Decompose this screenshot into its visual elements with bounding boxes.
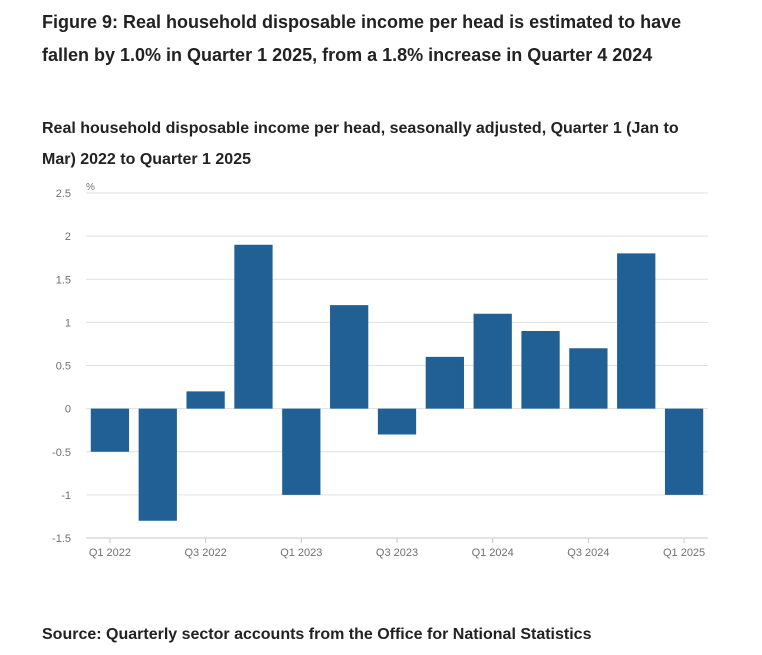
y-tick-label: 1.5 xyxy=(56,274,71,286)
x-tick-label: Q3 2022 xyxy=(185,547,227,559)
bar xyxy=(521,331,560,409)
bar xyxy=(330,305,369,409)
bar xyxy=(138,408,177,521)
y-tick-label: -1.5 xyxy=(52,533,71,545)
x-axis-ticks: Q1 2022 Q3 2022 Q1 2023 Q3 2023 Q1 2024 Q3 20… xyxy=(89,538,705,559)
y-axis-unit-label: % xyxy=(86,182,95,193)
x-tick-label: Q1 2022 xyxy=(89,547,131,559)
chart-subtitle: Real household disposable income per hea… xyxy=(42,120,679,168)
y-tick-label: 1 xyxy=(65,317,71,329)
gridlines xyxy=(86,192,708,539)
bar xyxy=(377,408,417,435)
bar xyxy=(664,408,704,495)
x-tick-label: Q3 2024 xyxy=(567,547,609,559)
x-tick-label: Q1 2025 xyxy=(663,547,705,559)
bars xyxy=(90,244,704,521)
source-note: Source: Quarterly sector accounts from t… xyxy=(42,626,592,643)
bar xyxy=(234,244,273,409)
y-tick-label: 0 xyxy=(65,404,71,416)
bar xyxy=(473,313,512,409)
y-tick-label: 0.5 xyxy=(56,361,71,373)
bar xyxy=(282,408,321,495)
y-tick-label: 2.5 xyxy=(56,188,71,200)
bar xyxy=(90,408,130,452)
x-tick-label: Q1 2024 xyxy=(472,547,514,559)
x-tick-label: Q3 2023 xyxy=(376,547,418,559)
y-tick-label: 2 xyxy=(65,231,71,243)
figure-title: Figure 9: Real household disposable inco… xyxy=(42,12,682,65)
bar xyxy=(569,348,608,409)
x-tick-label: Q1 2023 xyxy=(280,547,322,559)
y-tick-label: -1 xyxy=(61,490,71,502)
bar xyxy=(425,356,464,409)
bar xyxy=(617,253,656,409)
bar xyxy=(186,391,225,409)
y-tick-label: -0.5 xyxy=(52,447,71,459)
bar-chart: 2.521.510.50-0.5-1-1.5 % Q1 2022 Q3 2022 Q… xyxy=(52,182,708,559)
y-axis-ticks: 2.5 2 1.5 1 0.5 0 -0.5 -1 -1.5 xyxy=(52,188,71,545)
